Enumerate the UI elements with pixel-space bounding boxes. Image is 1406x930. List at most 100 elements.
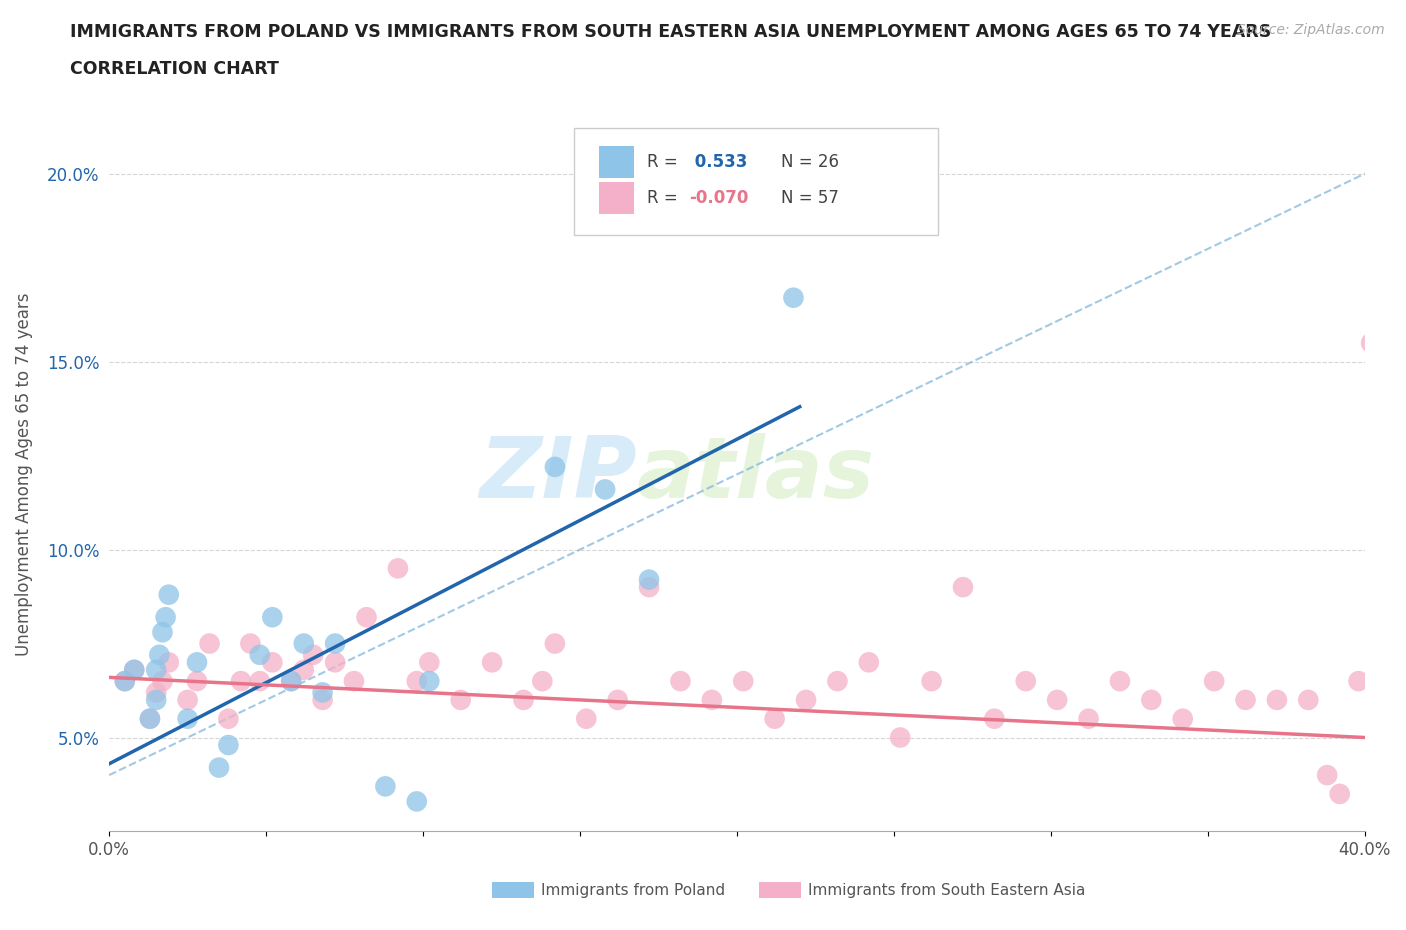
Point — [794, 693, 817, 708]
Point — [763, 711, 786, 726]
Point — [1171, 711, 1194, 726]
Point — [544, 459, 567, 474]
Point — [122, 662, 145, 677]
Point — [152, 625, 174, 640]
Point — [1316, 767, 1339, 782]
Text: atlas: atlas — [637, 432, 875, 516]
Point — [575, 711, 598, 726]
Point — [155, 610, 177, 625]
Point — [405, 673, 427, 688]
Point — [733, 673, 755, 688]
Text: N = 26: N = 26 — [780, 153, 839, 171]
Point — [700, 693, 723, 708]
Point — [152, 673, 174, 688]
Point — [983, 711, 1005, 726]
Bar — [599, 182, 634, 214]
Text: Immigrants from South Eastern Asia: Immigrants from South Eastern Asia — [808, 883, 1085, 897]
Point — [262, 610, 284, 625]
Point — [323, 655, 346, 670]
Point — [114, 673, 136, 688]
Point — [481, 655, 503, 670]
Point — [343, 673, 366, 688]
Bar — [599, 146, 634, 179]
Point — [323, 636, 346, 651]
Point — [311, 685, 333, 700]
Point — [858, 655, 880, 670]
Point — [356, 610, 378, 625]
Point — [262, 655, 284, 670]
Point — [198, 636, 221, 651]
Point — [114, 673, 136, 688]
Point — [280, 673, 302, 688]
Point — [148, 647, 170, 662]
Point — [229, 673, 252, 688]
Point — [606, 693, 628, 708]
Point — [1347, 673, 1369, 688]
Point — [1046, 693, 1069, 708]
Point — [292, 636, 315, 651]
Point — [311, 693, 333, 708]
Point — [418, 655, 440, 670]
Text: R =: R = — [647, 189, 682, 207]
Text: R =: R = — [647, 153, 682, 171]
Point — [1204, 673, 1226, 688]
Point — [249, 647, 271, 662]
Text: N = 57: N = 57 — [780, 189, 839, 207]
Point — [1329, 787, 1351, 802]
Point — [1298, 693, 1320, 708]
Point — [827, 673, 849, 688]
Point — [302, 647, 325, 662]
Text: ZIP: ZIP — [479, 432, 637, 516]
Point — [1077, 711, 1099, 726]
Point — [157, 655, 180, 670]
Point — [208, 760, 231, 775]
Point — [176, 711, 198, 726]
Text: IMMIGRANTS FROM POLAND VS IMMIGRANTS FROM SOUTH EASTERN ASIA UNEMPLOYMENT AMONG : IMMIGRANTS FROM POLAND VS IMMIGRANTS FRO… — [70, 23, 1271, 41]
Point — [1109, 673, 1132, 688]
Point — [450, 693, 472, 708]
Text: 0.533: 0.533 — [689, 153, 748, 171]
Point — [512, 693, 534, 708]
Text: Source: ZipAtlas.com: Source: ZipAtlas.com — [1237, 23, 1385, 37]
Point — [249, 673, 271, 688]
Point — [145, 662, 167, 677]
Point — [921, 673, 943, 688]
Point — [1360, 336, 1382, 351]
FancyBboxPatch shape — [574, 128, 938, 235]
Point — [122, 662, 145, 677]
Point — [217, 737, 239, 752]
Point — [145, 693, 167, 708]
Text: CORRELATION CHART: CORRELATION CHART — [70, 60, 280, 78]
Point — [593, 482, 616, 497]
Point — [157, 587, 180, 602]
Point — [638, 579, 661, 594]
Point — [1234, 693, 1257, 708]
Point — [139, 711, 162, 726]
Point — [139, 711, 162, 726]
Point — [531, 673, 554, 688]
Text: Immigrants from Poland: Immigrants from Poland — [541, 883, 725, 897]
Text: -0.070: -0.070 — [689, 189, 748, 207]
Point — [418, 673, 440, 688]
Point — [387, 561, 409, 576]
Point — [239, 636, 262, 651]
Point — [544, 636, 567, 651]
Point — [145, 685, 167, 700]
Point — [280, 673, 302, 688]
Point — [1265, 693, 1288, 708]
Point — [638, 572, 661, 587]
Point — [782, 290, 804, 305]
Point — [889, 730, 911, 745]
Point — [1140, 693, 1163, 708]
Point — [186, 673, 208, 688]
Y-axis label: Unemployment Among Ages 65 to 74 years: Unemployment Among Ages 65 to 74 years — [15, 293, 32, 657]
Point — [669, 673, 692, 688]
Point — [374, 779, 396, 794]
Point — [292, 662, 315, 677]
Point — [952, 579, 974, 594]
Point — [405, 794, 427, 809]
Point — [217, 711, 239, 726]
Point — [186, 655, 208, 670]
Point — [1015, 673, 1038, 688]
Point — [176, 693, 198, 708]
